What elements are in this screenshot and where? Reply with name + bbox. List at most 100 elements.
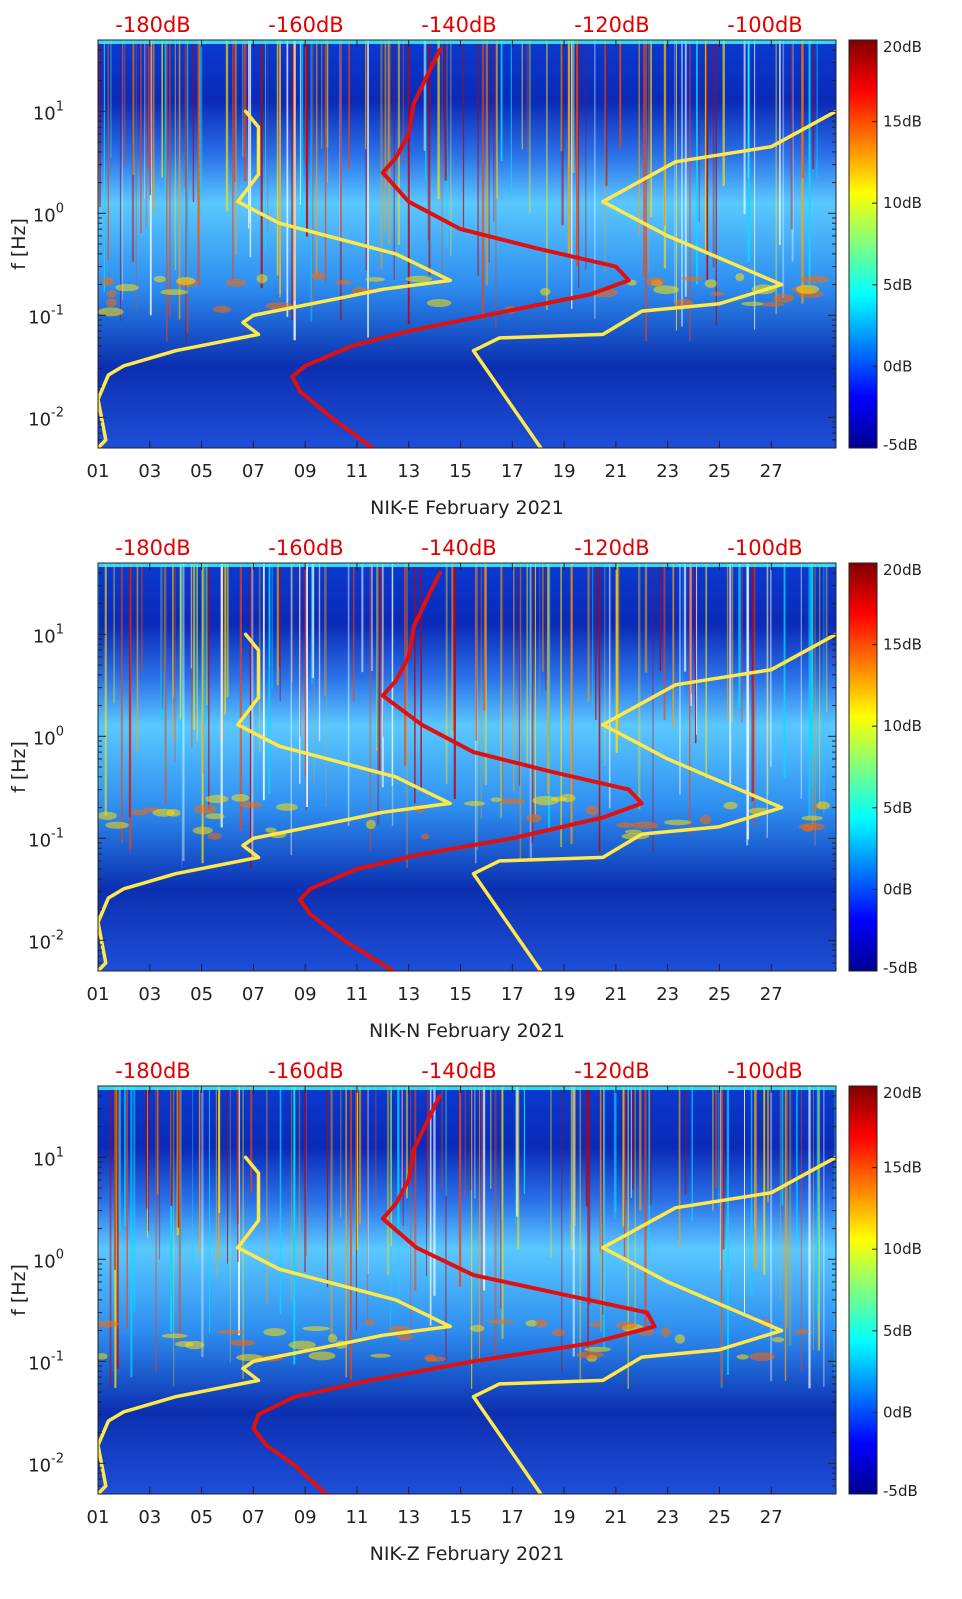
spectrogram-stripe [681,40,683,327]
spectrogram-band-patch [370,1353,391,1358]
spectrogram-stripe [242,1086,244,1379]
spectrogram-stripe [631,1086,635,1190]
spectrogram-stripe [238,1086,240,1336]
spectrogram-stripe [638,40,640,235]
x-tick-label: 25 [708,1507,731,1528]
spectrogram-stripe [767,563,769,795]
x-tick-label: 17 [501,1507,524,1528]
spectrogram-stripe [678,1086,681,1248]
spectrogram-band-patch [736,1354,749,1360]
spectrogram-stripe [352,563,355,702]
spectrogram-stripe [145,1086,148,1209]
spectrogram-band-patch [464,801,486,806]
spectrogram-stripe [445,563,448,784]
spectrogram-stripe [808,1086,811,1389]
spectrogram-stripe [193,563,195,730]
spectrogram-stripe [298,1086,301,1278]
y-tick-label: 100 [33,1247,64,1272]
spectrogram-band-patch [130,809,148,816]
spectrogram-stripe [816,1086,818,1319]
spectrogram-stripe [385,40,387,186]
colorbar-label: -5dB [883,959,918,977]
spectrogram-stripe [441,1086,443,1190]
x-tick-label: 07 [242,1507,265,1528]
spectrogram-stripe [796,1086,798,1246]
spectrogram-stripe [116,1086,119,1369]
spectrogram-band-patch [539,288,551,296]
spectrogram-stripe [348,40,350,170]
y-tick-base: 10 [33,103,56,124]
spectrogram-band-patch [741,301,764,306]
spectrogram-band-patch [589,1322,604,1327]
spectrogram-stripe [603,1086,606,1349]
spectrogram-stripe [381,563,384,788]
y-tick-label: 10-1 [28,1349,64,1374]
spectrogram-stripe [617,563,620,740]
spectrogram-stripe [816,40,818,178]
x-tick-label: 11 [345,1507,368,1528]
spectrogram-stripe [293,40,296,301]
spectrogram-stripe [201,563,204,864]
spectrogram-stripe [248,40,250,223]
colorbar-label: 10dB [883,1240,922,1258]
spectrogram-stripe [99,40,101,208]
spectrogram-stripe [312,40,314,308]
colorbar-label: 20dB [883,561,922,579]
x-axis-ticks: 01 03 05 07 09 11 13 15 17 19 21 23 25 27 [87,40,783,482]
spectrogram-stripe [521,40,523,150]
spectrogram-stripe [483,563,486,711]
spectrogram-band-patch [526,813,542,823]
spectrogram-stripe [578,40,580,288]
spectrogram-stripe [136,563,139,752]
spectrogram-stripe [428,40,431,276]
spectrogram-stripe [358,1086,362,1225]
psd-curve-red [251,1093,657,1494]
spectrogram-stripe [751,563,754,802]
spectrogram-stripe [311,563,314,679]
spectrogram-stripe [722,40,725,186]
spectrogram-panel: 01 03 05 07 09 11 13 15 17 19 21 23 25 2710-210-11001… [8,536,922,1042]
spectrogram-stripe [450,40,452,257]
spectrogram-stripe [226,563,229,698]
spectrogram-stripe [290,1086,293,1302]
spectrogram-stripe [526,563,529,763]
spectrogram-band-patch [470,1324,485,1332]
spectrogram-stripe [766,563,768,838]
spectrogram-band-patch [335,279,352,285]
spectrogram-stripe [614,1086,617,1213]
y-axis-title: f [Hz] [8,741,30,793]
noise-model-curve-yellow [98,1155,452,1494]
spectrogram-stripe [588,1086,591,1305]
x-tick-label: 07 [242,461,265,482]
spectrogram-stripe [452,563,454,731]
spectrogram-stripe [299,563,301,737]
spectrogram-stripe [526,40,528,151]
spectrogram-stripe [682,563,684,726]
spectrogram-stripe [502,563,504,802]
x-tick-label: 21 [604,1507,627,1528]
spectrogram-stripe [155,1086,157,1373]
spectrogram-stripe [763,1086,766,1275]
spectrogram-stripe [500,40,503,161]
spectrogram-stripe [652,563,654,853]
spectrogram-stripe [458,1086,462,1287]
spectrogram-stripe [717,1086,720,1207]
spectrogram-band-patch [205,794,229,804]
spectrogram-stripe [386,1086,390,1276]
colorbar-label: 15dB [883,636,922,654]
spectrogram-stripe [791,40,794,262]
spectrogram-band-patch [207,832,222,840]
spectrogram-band-patch [160,289,188,295]
spectrogram-stripe [604,563,606,766]
x-tick-label: 23 [656,984,679,1005]
spectrogram-stripe [268,563,271,794]
spectrogram-stripe [291,40,294,320]
colorbar-gradient [848,1085,878,1495]
spectrogram-band-patch [106,290,117,298]
x-tick-label: 07 [242,984,265,1005]
spectrogram-stripe [712,40,715,268]
spectrogram-band-patch [229,1339,256,1346]
spectrogram-stripe [812,1086,814,1351]
spectrogram-stripe [203,563,206,726]
